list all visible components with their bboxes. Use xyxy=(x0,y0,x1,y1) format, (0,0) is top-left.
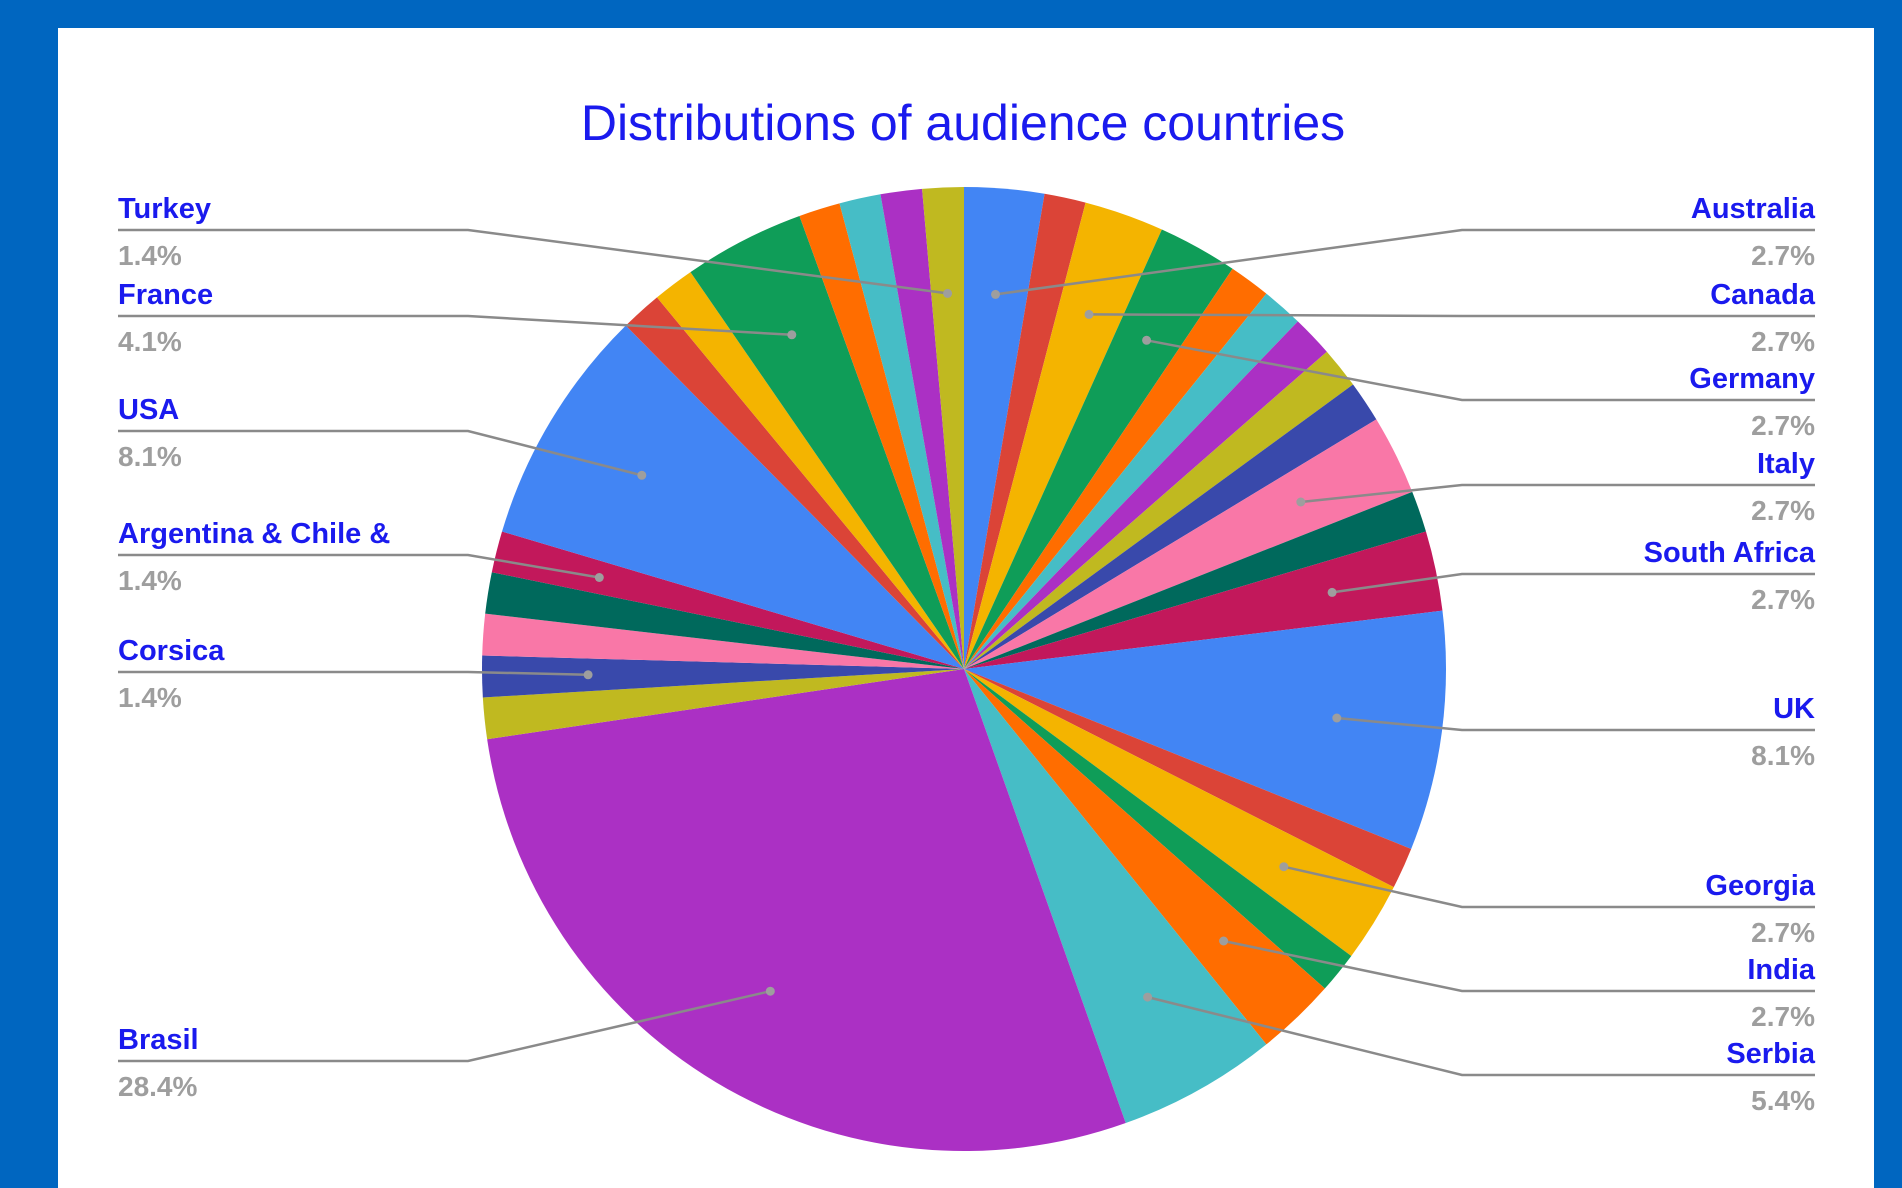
leader-dot-turkey xyxy=(943,288,953,298)
label-value-canada: 2.7% xyxy=(1751,326,1815,357)
label-name-australia: Australia xyxy=(1691,193,1816,225)
leader-dot-usa xyxy=(637,470,647,480)
label-name-corsica: Corsica xyxy=(118,635,225,667)
pie-slice-21 xyxy=(482,613,964,669)
pie-slice-13 xyxy=(964,669,1412,888)
leader-line-canada xyxy=(1088,313,1815,318)
label-value-france: 4.1% xyxy=(118,326,182,357)
label-name-india: India xyxy=(1747,954,1816,986)
leader-dot-uk xyxy=(1332,713,1342,723)
pie-slice-usa xyxy=(502,325,964,669)
leader-line-south-africa xyxy=(1331,572,1815,594)
leader-dot-south-africa xyxy=(1327,587,1337,597)
leader-line-serbia xyxy=(1147,995,1815,1077)
label-value-italy: 2.7% xyxy=(1751,495,1815,526)
pie-slice-28 xyxy=(799,203,964,670)
label-value-argentina-chile: 1.4% xyxy=(118,565,182,596)
leader-line-italy xyxy=(1300,483,1815,504)
label-name-uk: UK xyxy=(1773,693,1815,725)
leader-line-australia xyxy=(995,228,1815,296)
leader-line-corsica xyxy=(118,670,589,677)
label-name-turkey: Turkey xyxy=(118,193,211,225)
label-value-serbia: 5.4% xyxy=(1751,1085,1815,1116)
label-name-georgia: Georgia xyxy=(1705,870,1815,902)
pie-slice-22 xyxy=(485,572,964,669)
leader-line-argentina-chile xyxy=(118,553,600,579)
pie-slice-canada xyxy=(964,202,1162,669)
pie-slice-29 xyxy=(839,194,964,670)
leader-dot-brasil xyxy=(765,986,775,996)
pie-slice-germany xyxy=(964,229,1233,670)
leader-dot-france xyxy=(787,330,797,340)
label-name-canada: Canada xyxy=(1710,279,1816,311)
pie-slice-25 xyxy=(625,297,964,669)
leader-line-turkey xyxy=(118,228,948,295)
leader-dot-georgia xyxy=(1279,862,1289,872)
leader-dot-germany xyxy=(1142,335,1152,345)
pie-slice-brasil xyxy=(487,669,1126,1152)
leader-dot-italy xyxy=(1296,497,1306,507)
label-name-brasil: Brasil xyxy=(118,1024,199,1056)
leader-dot-serbia xyxy=(1143,992,1153,1002)
label-name-serbia: Serbia xyxy=(1726,1038,1816,1070)
pie-slice-turkey xyxy=(922,187,964,669)
leader-line-georgia xyxy=(1283,865,1815,909)
leader-dot-corsica xyxy=(583,670,593,680)
pie-slice-26 xyxy=(656,272,964,669)
label-value-germany: 2.7% xyxy=(1751,410,1815,441)
label-value-australia: 2.7% xyxy=(1751,240,1815,271)
label-value-india: 2.7% xyxy=(1751,1001,1815,1032)
label-value-brasil: 28.4% xyxy=(118,1071,197,1102)
pie-slice-8 xyxy=(964,384,1377,669)
label-name-usa: USA xyxy=(118,394,179,426)
leader-line-brasil xyxy=(118,989,771,1063)
slice-labels: Australia 2.7% Canada 2.7% Germany 2.7% Italy 2… xyxy=(118,193,1816,1116)
pie-slice-australia xyxy=(964,187,1045,669)
leader-dot-argentina-chile xyxy=(594,573,604,582)
label-value-corsica: 1.4% xyxy=(118,682,182,713)
pie-slice-india xyxy=(964,669,1325,1045)
leader-lines xyxy=(118,228,1815,1077)
pie-slice-italy xyxy=(964,419,1413,669)
pie-slice-15 xyxy=(964,669,1352,989)
pie-slices xyxy=(482,187,1447,1152)
pie-slice-south-africa xyxy=(964,531,1443,669)
label-name-argentina-chile: Argentina & Chile & xyxy=(118,518,390,550)
pie-slice-corsica xyxy=(482,655,964,698)
label-value-south-africa: 2.7% xyxy=(1751,584,1815,615)
label-value-usa: 8.1% xyxy=(118,441,182,472)
leader-line-usa xyxy=(118,429,643,477)
pie-slice-5 xyxy=(964,293,1298,669)
pie-slice-10 xyxy=(964,491,1426,669)
leader-line-india xyxy=(1223,939,1815,993)
leader-line-uk xyxy=(1336,716,1815,732)
label-value-turkey: 1.4% xyxy=(118,240,182,271)
pie-slice-france xyxy=(690,215,964,669)
label-name-france: France xyxy=(118,279,213,311)
label-name-south-africa: South Africa xyxy=(1644,537,1816,569)
pie-slice-serbia xyxy=(964,669,1267,1124)
leader-dot-australia xyxy=(991,289,1000,299)
pie-slice-7 xyxy=(964,351,1354,669)
pie-slice-georgia xyxy=(964,669,1394,956)
label-value-georgia: 2.7% xyxy=(1751,917,1815,948)
leader-dot-india xyxy=(1219,936,1229,946)
pie-slice-30 xyxy=(880,188,964,669)
pie-slice-1 xyxy=(964,193,1086,669)
leader-line-germany xyxy=(1146,339,1815,402)
pie-slice-4 xyxy=(964,268,1267,669)
label-value-uk: 8.1% xyxy=(1751,740,1815,771)
pie-slice-19 xyxy=(482,669,964,740)
label-name-italy: Italy xyxy=(1757,448,1815,480)
pie-slice-uk xyxy=(964,610,1447,849)
chart-title: Distributions of audience countries xyxy=(581,95,1345,151)
pie-slice-argentina-chile xyxy=(491,531,964,669)
pie-slice-6 xyxy=(964,321,1327,669)
leader-dot-canada xyxy=(1084,309,1094,319)
label-name-germany: Germany xyxy=(1689,363,1815,395)
leader-line-france xyxy=(118,314,792,337)
